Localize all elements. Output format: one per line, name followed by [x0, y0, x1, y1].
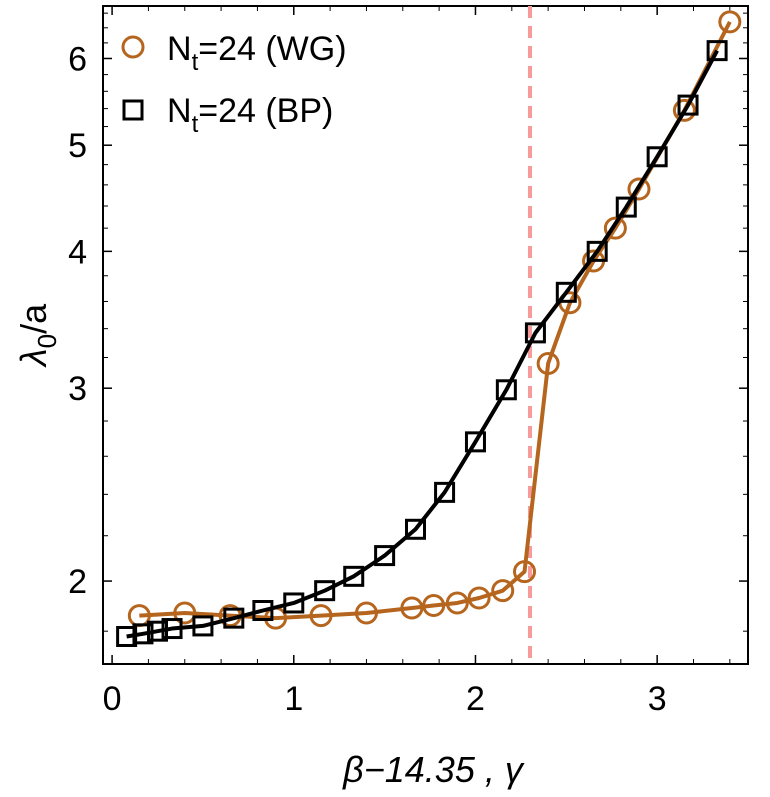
data-point [116, 625, 138, 647]
data-point [586, 240, 608, 262]
plot-frame [102, 5, 749, 665]
data-point [283, 592, 305, 614]
data-point [615, 196, 637, 218]
y-tick-label: 4 [68, 233, 87, 271]
data-point [513, 560, 537, 584]
data-point [495, 379, 517, 401]
data-point [706, 40, 728, 62]
y-axis-title: λ0/a [13, 303, 62, 368]
data-point [434, 481, 456, 503]
data-point [374, 545, 396, 567]
data-point [309, 604, 333, 628]
data-point [467, 586, 491, 610]
data-point [464, 431, 486, 453]
legend-marker-wg [121, 35, 145, 59]
legend: Nt=24 (WG) Nt=24 (BP) [121, 30, 347, 138]
data-point [555, 281, 577, 303]
data-point [718, 10, 742, 34]
data-point [405, 518, 427, 540]
y-tick-label: 5 [68, 127, 87, 165]
series-layer [116, 10, 742, 647]
series-wg [127, 10, 742, 630]
series-line [139, 20, 732, 621]
data-point [314, 580, 336, 602]
y-tick-label: 3 [68, 370, 87, 408]
axis-ticks: 0 1 2 3 2 3 4 5 6 [68, 6, 748, 718]
data-point [252, 599, 274, 621]
y-tick-label: 2 [68, 563, 87, 601]
x-tick-label: 3 [648, 680, 667, 718]
data-point [192, 615, 214, 637]
data-point [343, 565, 365, 587]
data-point [147, 620, 169, 642]
x-tick-label: 0 [103, 680, 122, 718]
data-point [536, 351, 560, 375]
data-point [603, 216, 627, 240]
legend-marker-bp [122, 99, 144, 121]
data-point [445, 591, 469, 615]
data-point [400, 596, 424, 620]
data-point [491, 579, 515, 603]
data-point [354, 601, 378, 625]
legend-label-bp: Nt=24 (BP) [167, 92, 333, 138]
x-axis-title: β−14.35 , γ [342, 749, 525, 790]
data-point [627, 177, 651, 201]
series-bp [116, 40, 728, 647]
data-point [223, 607, 245, 629]
data-point [672, 98, 696, 122]
y-tick-label: 6 [68, 40, 87, 78]
data-point [677, 94, 699, 116]
data-point [132, 623, 154, 645]
data-point [161, 618, 183, 640]
data-point [422, 593, 446, 617]
data-point [524, 322, 546, 344]
legend-label-wg: Nt=24 (WG) [167, 30, 347, 76]
x-tick-label: 1 [284, 680, 303, 718]
x-tick-label: 2 [466, 680, 485, 718]
data-point [646, 146, 668, 168]
series-line [126, 49, 719, 639]
data-point [173, 601, 197, 625]
